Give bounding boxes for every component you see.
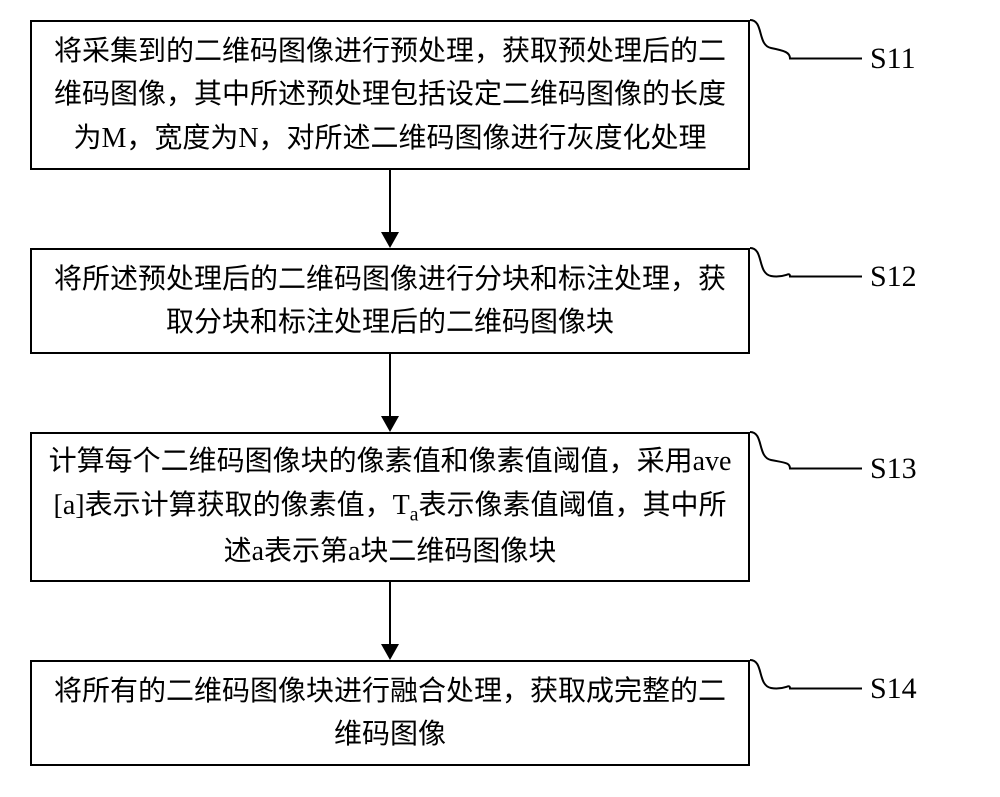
flowchart-canvas: 将采集到的二维码图像进行预处理，获取预处理后的二维码图像，其中所述预处理包括设定… — [0, 0, 1000, 797]
arrow-s13-s14 — [0, 0, 1000, 797]
